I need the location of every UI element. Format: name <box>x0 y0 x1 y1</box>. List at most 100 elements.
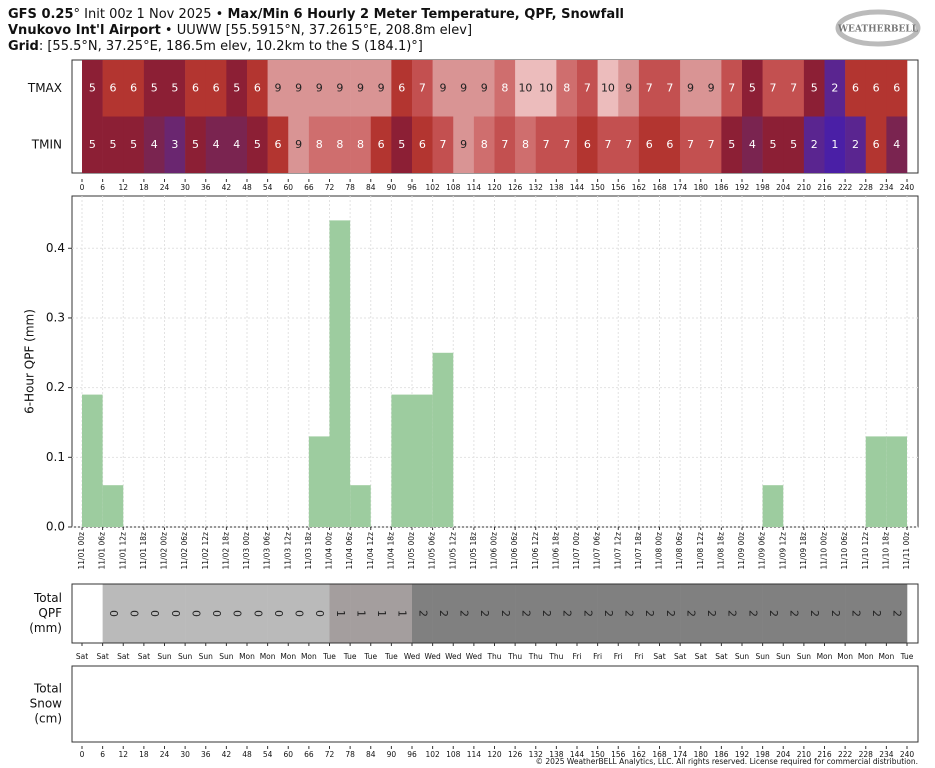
x-tick-label: 11/03 12z <box>283 532 292 570</box>
heat-cell <box>638 116 660 173</box>
x-tick-label: 186 <box>714 750 729 759</box>
heat-cell <box>886 116 908 173</box>
strip-cell <box>700 584 722 643</box>
cell-label: 8 <box>316 138 323 151</box>
x-tick-label: 162 <box>632 750 647 759</box>
heat-cell <box>226 116 248 173</box>
panel-frame <box>71 665 919 743</box>
y-axis-label: (mm) <box>29 621 62 635</box>
x-tick-label: 240 <box>900 750 915 759</box>
x-tick-label: 120 <box>487 750 502 759</box>
x-tick-label: 120 <box>487 183 502 192</box>
heat-cell <box>865 60 887 117</box>
heat-cell <box>556 116 578 173</box>
cell-label: 2 <box>664 610 677 617</box>
strip-cell <box>783 584 805 643</box>
x-tick-label: 12 <box>118 750 128 759</box>
heat-cell <box>185 116 207 173</box>
y-tick-label: 0.4 <box>46 241 65 255</box>
cell-label: 7 <box>563 138 570 151</box>
y-axis-label: Total <box>33 682 62 696</box>
cell-label: 6 <box>584 138 591 151</box>
strip-cell <box>143 584 165 643</box>
heat-cell <box>185 60 207 117</box>
heat-cell <box>515 60 537 117</box>
x-tick-label: 186 <box>714 183 729 192</box>
heat-cell <box>308 116 330 173</box>
x-tick-label: 11/02 18z <box>221 532 230 570</box>
header-line1: GFS 0.25° Init 00z 1 Nov 2025 • Max/Min … <box>8 7 624 22</box>
x-tick-label: 11/07 00z <box>572 532 581 570</box>
cell-label: 4 <box>151 138 158 151</box>
strip-cell <box>267 584 289 643</box>
strip-cell <box>370 584 392 643</box>
x-tick-label: 11/10 12z <box>861 532 870 570</box>
heat-cell <box>164 116 186 173</box>
heat-cell <box>453 116 475 173</box>
x-tick-label: 11/06 06z <box>510 532 519 570</box>
cell-label: 10 <box>601 81 615 94</box>
x-tick-label: Sun <box>199 652 214 661</box>
row-label: TMIN <box>31 137 62 151</box>
heat-cell <box>247 116 268 173</box>
heat-cell <box>680 116 702 173</box>
x-tick-label: 174 <box>673 750 688 759</box>
station: Vnukovo Int'l Airport <box>8 23 161 38</box>
x-tick-label: 84 <box>366 750 376 759</box>
cell-label: 6 <box>852 81 859 94</box>
x-tick-label: Sat <box>138 652 150 661</box>
heat-cell <box>700 116 722 173</box>
x-tick-label: 54 <box>263 750 273 759</box>
heat-cell <box>535 116 557 173</box>
x-tick-label: Sat <box>674 652 686 661</box>
heat-cell <box>721 60 743 117</box>
x-tick-label: Fri <box>614 652 623 661</box>
cell-label: 8 <box>481 138 488 151</box>
cell-label: 2 <box>829 610 842 617</box>
cell-label: 9 <box>295 138 302 151</box>
cell-label: 6 <box>378 138 385 151</box>
cell-label: 5 <box>171 81 178 94</box>
x-tick-label: 12 <box>118 183 128 192</box>
x-tick-label: 162 <box>632 183 647 192</box>
cell-label: 2 <box>458 610 471 617</box>
heat-cell <box>618 60 640 117</box>
cell-label: 2 <box>519 610 532 617</box>
x-tick-label: 11/07 18z <box>634 532 643 570</box>
cell-label: 9 <box>687 81 694 94</box>
x-tick-label: 11/01 12z <box>118 532 127 570</box>
x-tick-label: 0 <box>80 183 85 192</box>
cell-label: 2 <box>540 610 553 617</box>
cell-label: 2 <box>746 610 759 617</box>
x-tick-label: 216 <box>817 750 832 759</box>
heat-cell <box>267 60 289 117</box>
x-tick-label: 204 <box>776 183 791 192</box>
cell-label: 9 <box>460 138 467 151</box>
cell-label: 6 <box>893 81 900 94</box>
heat-cell <box>82 60 103 117</box>
x-tick-label: Sun <box>797 652 812 661</box>
heat-cell <box>803 60 825 117</box>
heat-cell <box>824 116 846 173</box>
x-tick-label: Fri <box>573 652 582 661</box>
x-tick-label: 198 <box>755 183 770 192</box>
y-axis-label: (cm) <box>34 712 62 726</box>
bar <box>82 394 103 527</box>
x-tick-label: 132 <box>529 750 544 759</box>
y-axis-label: 6-Hour QPF (mm) <box>23 309 37 414</box>
heat-cell <box>123 116 145 173</box>
heat-cell <box>329 60 351 117</box>
cell-label: 1 <box>831 138 838 151</box>
x-tick-label: Sun <box>219 652 234 661</box>
x-tick-label: 11/02 12z <box>201 532 210 570</box>
cell-label: 9 <box>439 81 446 94</box>
y-tick-label: 0.0 <box>46 520 65 534</box>
x-tick-label: Fri <box>634 652 643 661</box>
cell-label: 9 <box>274 81 281 94</box>
heat-cell <box>783 116 805 173</box>
x-tick-label: 78 <box>345 750 355 759</box>
x-tick-label: Tue <box>900 652 914 661</box>
heat-cell <box>432 60 454 117</box>
x-tick-label: 222 <box>838 750 853 759</box>
